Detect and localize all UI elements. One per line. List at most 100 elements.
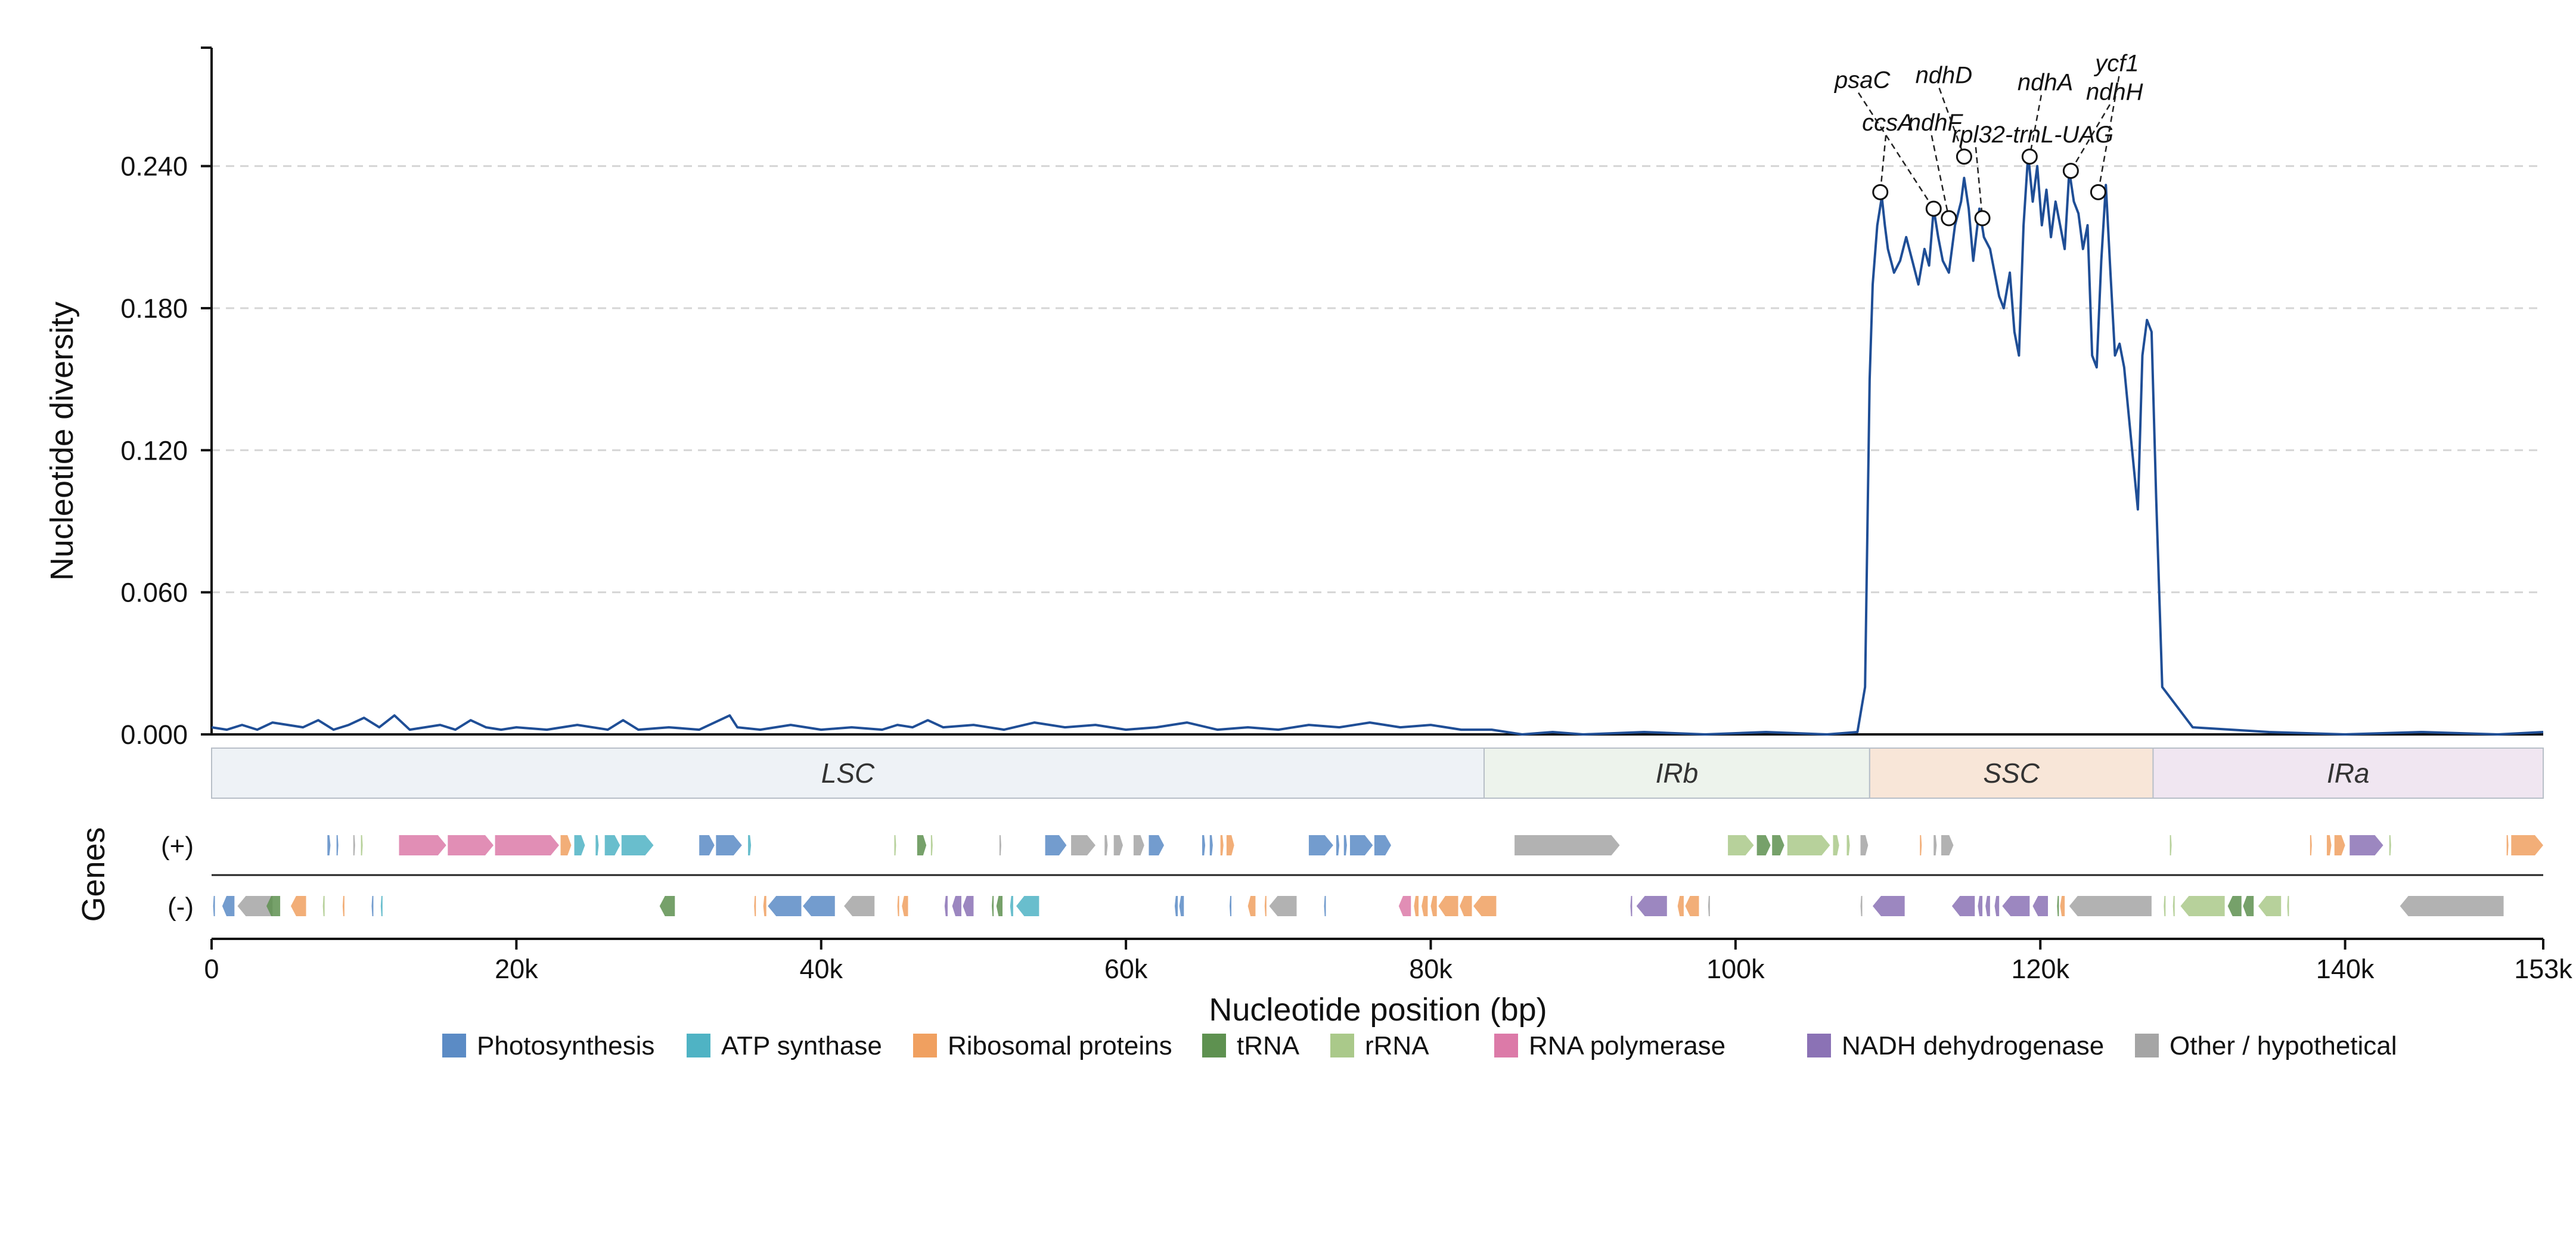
gene-minus (768, 896, 802, 916)
gene-plus (1933, 835, 1937, 855)
gene-plus (1514, 835, 1620, 855)
region-label-LSC: LSC (821, 758, 875, 789)
gene-minus (2400, 896, 2504, 916)
gene-minus (213, 896, 215, 916)
annotation-point (1925, 200, 1942, 217)
gene-plus (1787, 835, 1830, 855)
x-tick-label: 140k (2316, 954, 2375, 984)
gene-minus (963, 896, 974, 916)
legend-swatch (687, 1034, 710, 1057)
gene-minus (754, 896, 756, 916)
gene-tracks: (+) (-) (161, 832, 2543, 922)
gene-plus (699, 835, 715, 855)
gene-plus (1860, 835, 1869, 855)
x-tick-label: 0 (204, 954, 219, 984)
gene-minus (803, 896, 835, 916)
strand-label-minus: (-) (167, 892, 194, 922)
gene-plus (1374, 835, 1392, 855)
y-tick-label: 0.180 (120, 293, 188, 324)
gene-plus (1336, 835, 1340, 855)
gene-minus (1708, 896, 1710, 916)
x-axis: 0 20k 40k 60k 80k 100k 120k 140k 153k (204, 938, 2572, 984)
gene-plus (1149, 835, 1165, 855)
legend: Photosynthesis ATP synthase Ribosomal prot… (442, 1031, 2397, 1060)
gene-minus (1430, 896, 1437, 916)
gene-minus (2227, 896, 2242, 916)
annotation-label-rpl32-trnL-UAG: rpl32-trnL-UAG (1952, 122, 2113, 148)
region-label-SSC: SSC (1983, 758, 2040, 789)
diversity-series (211, 153, 2544, 736)
gene-minus (1985, 896, 1990, 916)
gene-minus (1422, 896, 1428, 916)
annotation-label-ycf1: ycf1 (2093, 51, 2139, 77)
grid-lines (212, 165, 2543, 594)
x-tick-label: 100k (1706, 954, 1765, 984)
legend-label: RNA polymerase (1529, 1031, 1725, 1060)
gene-minus (844, 896, 875, 916)
gene-plus (1343, 835, 1347, 855)
gene-plus (1941, 835, 1954, 855)
gene-plus (748, 835, 752, 855)
gene-minus (380, 896, 383, 916)
gene-minus (1473, 896, 1497, 916)
gene-minus (1860, 896, 1863, 916)
gene-plus (604, 835, 620, 855)
gene-plus (1728, 835, 1754, 855)
genes-axis-title: Genes (76, 827, 111, 922)
gene-minus (2258, 896, 2282, 916)
gene-minus (897, 896, 899, 916)
y-axis: 0.000 0.060 0.120 0.180 0.240 (120, 46, 2543, 750)
gene-minus (1872, 896, 1905, 916)
annotation-point (1974, 210, 1991, 227)
gene-minus (1978, 896, 1983, 916)
region-SSC (1869, 748, 2154, 799)
y-tick-label: 0.240 (120, 151, 188, 182)
gene-plus (716, 835, 742, 855)
gene-plus (2350, 835, 2383, 855)
gene-minus (1677, 896, 1684, 916)
gene-plus (399, 835, 446, 855)
gene-plus (1920, 835, 1922, 855)
gene-plus (2334, 835, 2345, 855)
gene-minus (2172, 896, 2175, 916)
gene-plus (1209, 835, 1213, 855)
annotation-label-ndhA: ndhA (2018, 70, 2073, 96)
gene-minus (2057, 896, 2059, 916)
gene-minus (659, 896, 675, 916)
gene-plus (894, 835, 896, 855)
gene-minus (1179, 896, 1184, 916)
x-tick-label: 153k (2514, 954, 2572, 984)
gene-plus (1756, 835, 1771, 855)
y-axis-title: Nucleotide diversity (44, 302, 80, 581)
gene-plus (2326, 835, 2332, 855)
legend-swatch (913, 1034, 937, 1057)
gene-plus (448, 835, 494, 855)
annotation-label-ccsA: ccsA (1862, 110, 1914, 136)
legend-label: ATP synthase (721, 1031, 882, 1060)
legend-swatch (1202, 1034, 1226, 1057)
legend-label: rRNA (1365, 1031, 1429, 1060)
gene-plus (327, 835, 331, 855)
annotation-leader (1931, 135, 1950, 219)
gene-minus (290, 896, 306, 916)
gene-plus (1133, 835, 1144, 855)
gene-minus (1685, 896, 1699, 916)
gene-minus (902, 896, 908, 916)
gene-plus (1104, 835, 1108, 855)
gene-minus (944, 896, 948, 916)
region-label-IRa: IRa (2327, 758, 2370, 789)
gene-plus (2511, 835, 2543, 855)
gene-minus (266, 896, 281, 916)
annotation-label-ndhD: ndhD (1916, 63, 1973, 89)
gene-minus (1438, 896, 1458, 916)
gene-plus (1071, 835, 1095, 855)
y-tick-label: 0.060 (120, 578, 188, 608)
gene-minus (1174, 896, 1178, 916)
legend-label: NADH dehydrogenase (1842, 1031, 2104, 1060)
region-label-IRb: IRb (1656, 758, 1699, 789)
gene-plus (999, 835, 1001, 855)
gene-plus (917, 835, 927, 855)
region-IRa (2152, 748, 2544, 799)
gene-plus (930, 835, 933, 855)
gene-plus (621, 835, 654, 855)
